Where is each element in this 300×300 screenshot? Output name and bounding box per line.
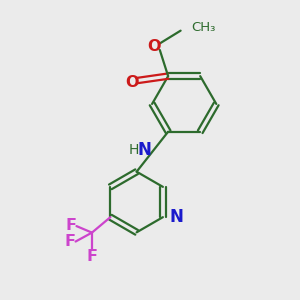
Text: N: N: [137, 141, 151, 159]
Text: N: N: [169, 208, 183, 226]
Text: F: F: [65, 234, 76, 249]
Text: H: H: [129, 143, 139, 157]
Text: F: F: [66, 218, 76, 233]
Text: O: O: [148, 39, 161, 54]
Text: O: O: [125, 75, 138, 90]
Text: F: F: [86, 249, 98, 264]
Text: CH₃: CH₃: [191, 21, 215, 34]
